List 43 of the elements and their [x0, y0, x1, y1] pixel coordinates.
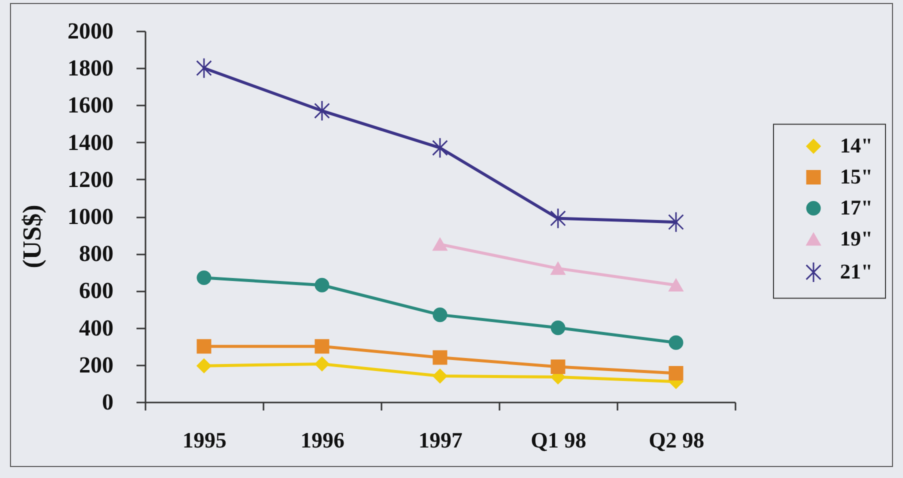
point [432, 368, 448, 384]
point [550, 208, 566, 229]
y-tick-label: 2000 [68, 18, 114, 44]
y-tick-label: 400 [79, 315, 114, 340]
point [196, 58, 212, 79]
y-tick-label: 600 [79, 278, 114, 304]
legend-label: 19" [840, 226, 873, 250]
legend-label: 17" [840, 195, 873, 220]
y-tick-label: 1800 [68, 56, 114, 81]
x-tick-label: 1996 [300, 428, 344, 452]
point [668, 366, 684, 381]
y-tick-label: 1600 [68, 92, 114, 118]
legend-label: 15" [840, 164, 873, 188]
y-tick-label: 200 [79, 352, 114, 378]
point [314, 356, 330, 372]
legend-label: 14" [840, 133, 873, 158]
y-axis-title: (US$) [18, 204, 46, 268]
x-tick-label: 1997 [418, 428, 462, 452]
y-tick-label: 1200 [68, 166, 114, 192]
point [432, 350, 448, 365]
x-tick-label: Q2 98 [648, 428, 704, 452]
point [314, 339, 330, 354]
point [432, 137, 448, 158]
point [196, 270, 212, 285]
point [196, 358, 212, 374]
y-tick-label: 1400 [68, 130, 114, 155]
point [668, 278, 684, 292]
y-tick-label: 1000 [68, 204, 114, 229]
point [314, 278, 330, 292]
point [550, 359, 566, 374]
point [314, 100, 330, 122]
x-tick-label: 1995 [182, 428, 226, 452]
y-tick-label: 0 [102, 390, 114, 414]
point [432, 308, 448, 322]
legend-label: 21" [840, 259, 873, 284]
point [196, 339, 212, 354]
point [668, 212, 684, 233]
point [550, 262, 566, 275]
x-tick-label: Q1 98 [530, 428, 586, 452]
point [668, 335, 684, 350]
point [550, 320, 566, 336]
y-tick-label: 800 [79, 241, 114, 266]
point [432, 238, 448, 251]
